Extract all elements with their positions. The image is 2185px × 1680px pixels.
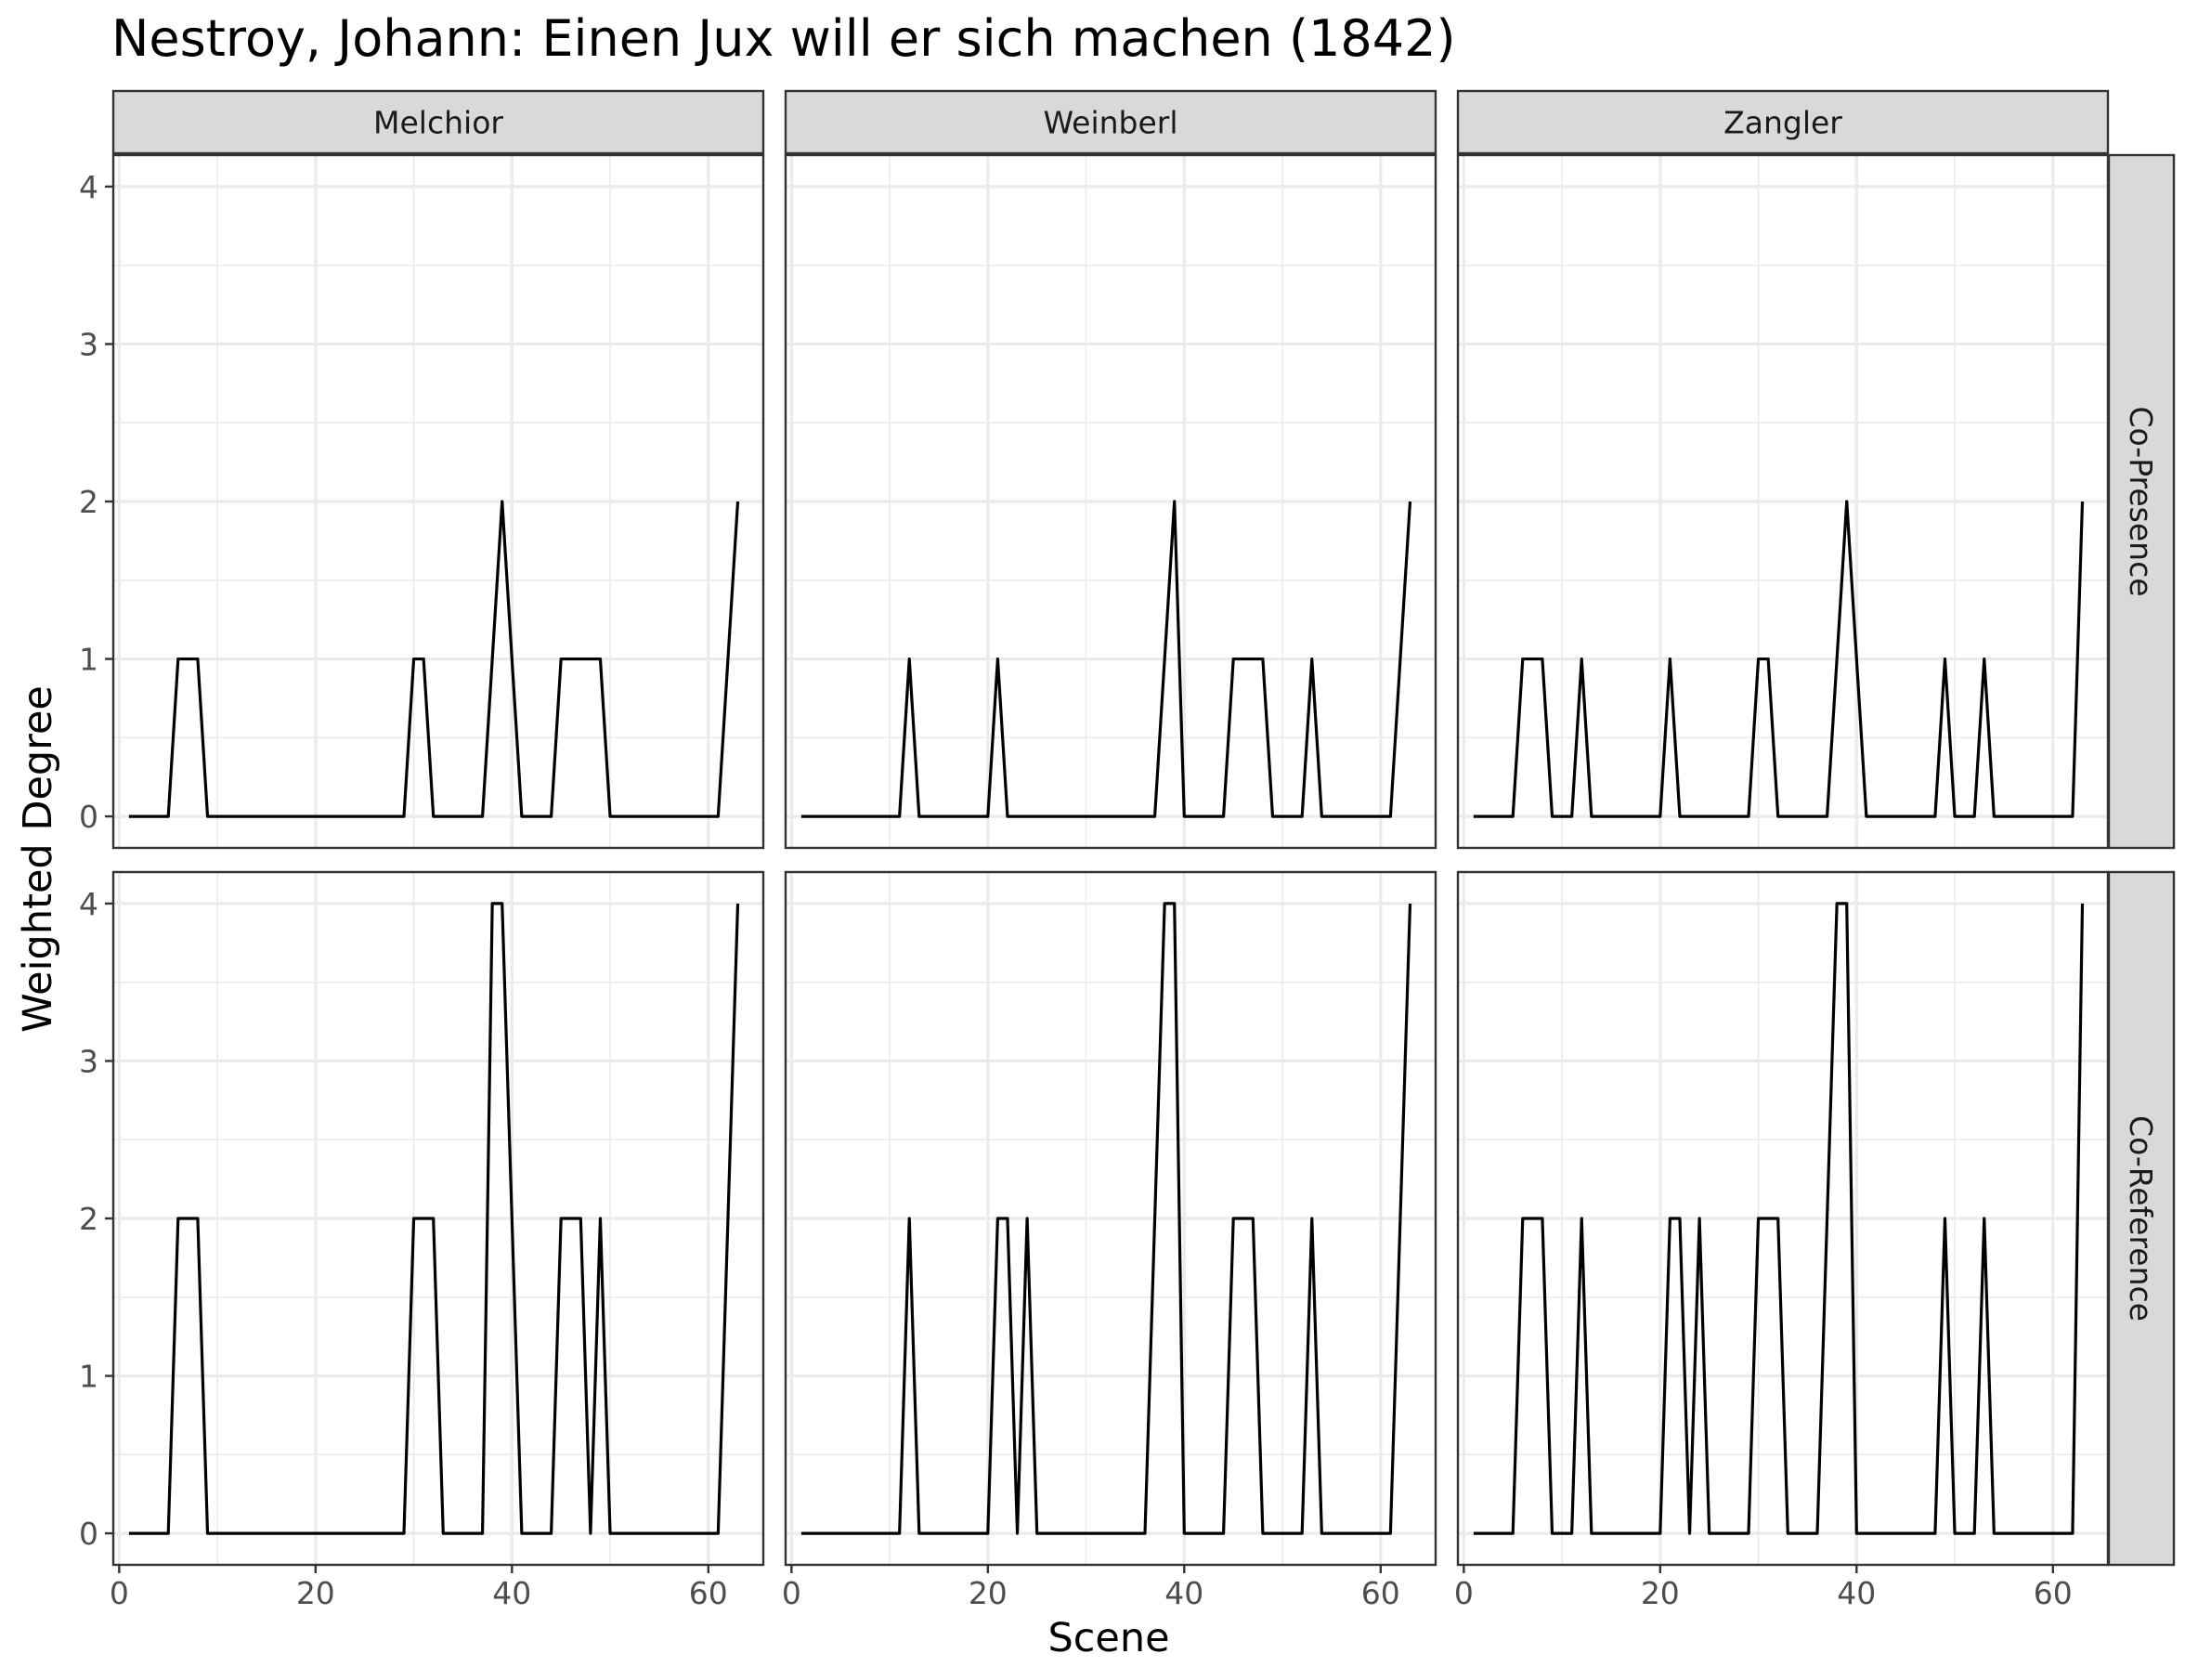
panel-melchior-co-presence: 0 1 2 3 4 [79,153,765,850]
series-line-melchior-co-reference [128,902,740,1535]
strip-co-reference: Co-Reference [2107,870,2176,1567]
strip-zangler: Zangler [1456,89,2110,155]
y-tick-label: 0 [79,799,98,835]
strip-co-presence: Co-Presence [2107,153,2176,850]
panel-border [1456,153,2110,850]
y-tick-label: 0 [79,1516,98,1552]
strip-label: Weinberl [1043,105,1177,141]
panel-border [1456,870,2110,1567]
panel-weinberl-co-reference: 0 20 40 60 [782,870,1437,1611]
series-line-zangler-co-reference [1473,902,2085,1535]
strip-melchior: Melchior [111,89,765,155]
x-tick-label: 20 [296,1575,335,1611]
strip-label: Zangler [1723,105,1842,141]
panel-zangler-co-reference: 0 20 40 60 [1454,870,2110,1611]
strip-label: Co-Presence [2123,406,2159,596]
y-tick-label: 2 [79,1201,98,1237]
x-tick-label: 20 [1641,1575,1680,1611]
panel-zangler-co-presence [1456,153,2110,850]
y-tick-label: 4 [79,886,98,922]
x-tick-label: 40 [492,1575,531,1611]
x-tick-label: 20 [969,1575,1008,1611]
x-tick-label: 0 [782,1575,801,1611]
panel-border [784,870,1437,1567]
facet-panels: Melchior Weinberl Zangler Co-Presence Co-Ref… [79,89,2176,1611]
series-line-zangler-co-presence [1473,500,2085,818]
series-line-melchior-co-presence [128,500,740,818]
x-tick-label: 40 [1837,1575,1876,1611]
y-tick-label: 1 [79,642,98,678]
y-tick-label: 4 [79,169,98,205]
y-tick-label: 2 [79,484,98,520]
y-tick-label: 3 [79,1043,98,1079]
panel-border [784,153,1437,850]
series-line-weinberl-co-presence [800,500,1412,818]
strip-background [2107,870,2176,1567]
y-tick-label: 3 [79,326,98,362]
x-tick-label: 0 [1454,1575,1474,1611]
chart-title: Nestroy, Johann: Einen Jux will er sich … [111,9,1456,68]
x-tick-label: 0 [110,1575,129,1611]
x-tick-label: 60 [1361,1575,1400,1611]
strip-background [2107,153,2176,850]
series-line-weinberl-co-reference [800,902,1412,1535]
x-tick-label: 60 [2034,1575,2073,1611]
strip-background [111,89,765,155]
x-tick-label: 40 [1164,1575,1203,1611]
y-tick-label: 1 [79,1359,98,1395]
y-axis-title: Weighted Degree [15,685,61,1033]
strip-background [784,89,1437,155]
strip-label: Co-Reference [2123,1115,2159,1322]
strip-weinberl: Weinberl [784,89,1437,155]
x-axis-title: Scene [1047,1615,1169,1661]
panel-weinberl-co-presence [784,153,1437,850]
strip-background [1456,89,2110,155]
strip-label: Melchior [373,105,503,141]
x-tick-label: 60 [689,1575,728,1611]
